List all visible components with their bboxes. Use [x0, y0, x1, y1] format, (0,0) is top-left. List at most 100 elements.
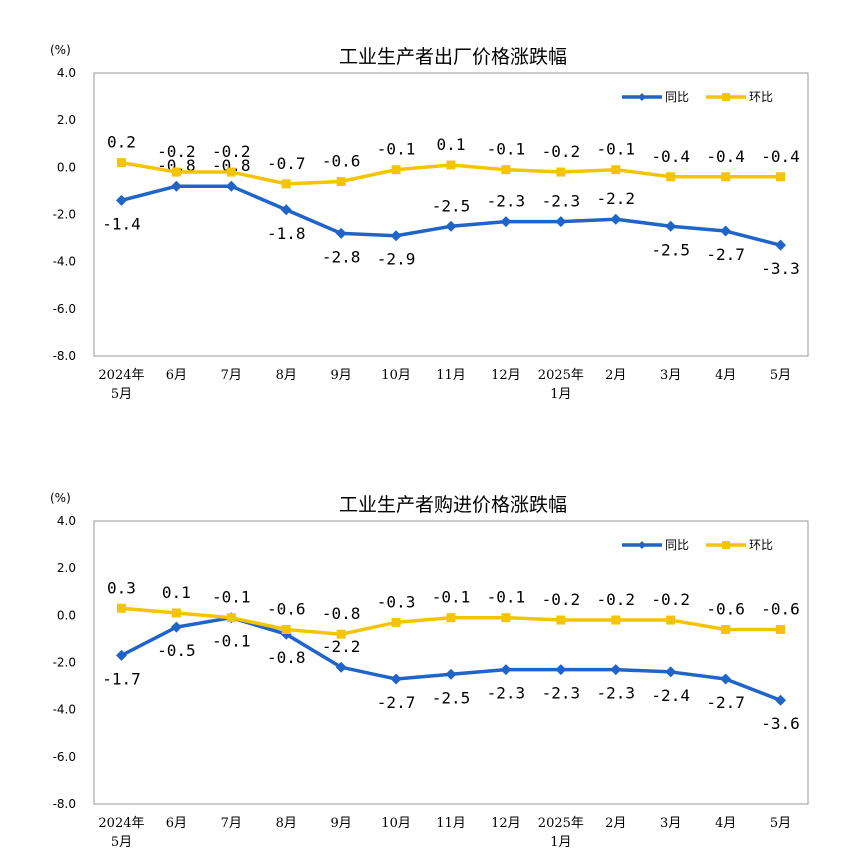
data-label-yoy: -2.5	[432, 688, 471, 707]
data-point-yoy	[500, 664, 512, 676]
data-label-yoy: -0.5	[157, 641, 196, 660]
data-point-mom	[501, 165, 511, 175]
data-point-mom	[281, 624, 291, 634]
data-label-mom: -0.1	[487, 140, 526, 159]
plot-frame	[93, 72, 809, 357]
data-label-yoy: -1.8	[267, 224, 306, 243]
x-tick-label: 10月	[381, 816, 411, 831]
legend-marker-mom	[722, 93, 730, 101]
data-label-mom: -0.2	[651, 590, 690, 609]
data-label-mom: -0.8	[322, 604, 361, 623]
data-point-yoy	[720, 673, 732, 685]
data-point-yoy	[665, 220, 677, 232]
x-tick-label: 5月	[111, 387, 132, 402]
data-label-mom: -0.1	[597, 140, 636, 159]
x-tick-label: 2025年	[538, 368, 584, 383]
data-point-yoy	[500, 216, 512, 228]
legend: 同比 环比	[622, 90, 773, 104]
y-tick-label: -2.0	[53, 208, 76, 222]
chart-title: 工业生产者出厂价格涨跌幅	[339, 46, 567, 68]
data-point-mom	[391, 165, 401, 175]
data-label-yoy: -2.2	[322, 637, 361, 656]
x-tick-label: 5月	[770, 816, 791, 831]
data-label-mom: -0.1	[487, 588, 526, 607]
data-label-yoy: -2.7	[377, 693, 416, 712]
legend: 同比 环比	[622, 538, 773, 552]
x-tick-label: 5月	[111, 835, 132, 850]
x-tick-label: 2024年	[98, 368, 144, 383]
x-tick-label: 11月	[436, 816, 466, 831]
data-label-mom: -0.1	[432, 588, 471, 607]
x-tick-label: 8月	[276, 816, 297, 831]
data-label-mom: -0.4	[761, 147, 800, 166]
data-point-mom	[281, 179, 291, 189]
chart-svg: 工业生产者出厂价格涨跌幅 (%) 4.0 2.0 0.0 -2.0 -4.0 -6.0 -8.0…	[50, 43, 809, 402]
data-label-mom: -0.6	[267, 599, 306, 618]
data-label-mom: -0.6	[761, 599, 800, 618]
data-label-yoy: -2.3	[597, 684, 636, 703]
x-tick-label: 1月	[550, 387, 571, 402]
data-point-yoy	[115, 649, 127, 661]
data-point-yoy	[170, 180, 182, 192]
data-label-mom: 0.3	[107, 578, 136, 597]
data-point-yoy	[225, 180, 237, 192]
data-point-yoy	[555, 664, 567, 676]
y-tick-label: -6.0	[53, 302, 76, 316]
data-point-yoy	[390, 673, 402, 685]
data-point-mom	[171, 608, 181, 618]
data-point-mom	[776, 172, 786, 182]
y-tick-label: 4.0	[57, 514, 76, 528]
x-tick-label: 10月	[381, 368, 411, 383]
data-label-yoy: -1.4	[102, 214, 141, 233]
x-tick-label: 7月	[221, 816, 242, 831]
data-label-yoy: -2.3	[487, 192, 526, 211]
x-tick-label: 2月	[605, 368, 626, 383]
data-point-yoy	[445, 220, 457, 232]
x-tick-label: 2月	[605, 816, 626, 831]
data-point-yoy	[115, 194, 127, 206]
data-label-yoy: -2.7	[706, 693, 745, 712]
data-label-mom: 0.1	[437, 135, 466, 154]
data-label-mom: -0.2	[212, 142, 251, 161]
plot-frame	[93, 520, 809, 805]
x-tick-label: 11月	[436, 368, 466, 383]
legend-label-yoy: 同比	[665, 538, 689, 552]
data-label-mom: -0.6	[322, 151, 361, 170]
y-tick-label: -8.0	[53, 797, 76, 811]
legend-marker-mom	[722, 541, 730, 549]
x-tick-label: 3月	[660, 816, 681, 831]
chart-svg: 工业生产者购进价格涨跌幅 (%) 4.0 2.0 0.0 -2.0 -4.0 -6.0 -8.0…	[50, 491, 809, 850]
data-point-yoy	[390, 230, 402, 242]
y-tick-label: 2.0	[57, 113, 76, 127]
x-tick-label: 12月	[491, 368, 521, 383]
data-label-yoy: -2.9	[377, 250, 416, 269]
chart-title: 工业生产者购进价格涨跌幅	[339, 494, 567, 516]
data-point-mom	[776, 624, 786, 634]
data-point-yoy	[775, 239, 787, 251]
unit-label: (%)	[50, 491, 71, 505]
series-line-yoy	[121, 184, 781, 247]
data-point-yoy	[720, 225, 732, 237]
data-label-mom: -0.4	[651, 147, 690, 166]
data-point-yoy	[775, 694, 787, 706]
data-label-yoy: -2.3	[542, 684, 581, 703]
data-point-mom	[611, 615, 621, 625]
x-tick-label: 9月	[331, 368, 352, 383]
data-label-mom: -0.2	[542, 590, 581, 609]
data-point-mom	[556, 167, 566, 177]
x-tick-label: 9月	[331, 816, 352, 831]
legend-marker-yoy	[638, 541, 646, 549]
x-tick-label: 6月	[166, 368, 187, 383]
data-point-yoy	[610, 213, 622, 225]
x-tick-label: 4月	[715, 816, 736, 831]
data-point-mom	[171, 167, 181, 177]
data-point-mom	[721, 624, 731, 634]
data-point-yoy	[335, 661, 347, 673]
data-point-yoy	[665, 666, 677, 678]
data-label-mom: -0.1	[212, 588, 251, 607]
y-tick-label: -2.0	[53, 656, 76, 670]
data-label-mom: -0.2	[597, 590, 636, 609]
data-point-mom	[116, 158, 126, 168]
data-label-yoy: -2.2	[597, 189, 636, 208]
y-tick-label: 2.0	[57, 561, 76, 575]
